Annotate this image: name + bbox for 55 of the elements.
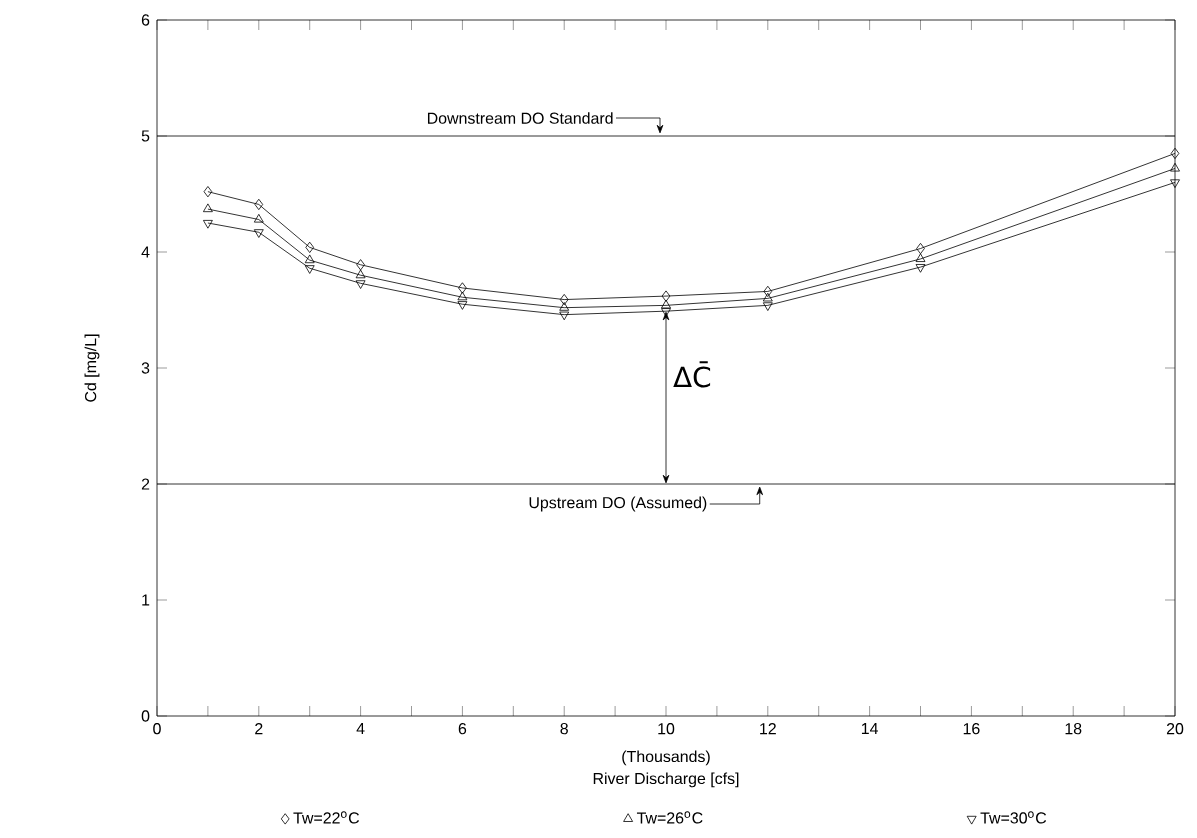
x-tick-label: 14 bbox=[861, 723, 879, 735]
x-axis-title: River Discharge [cfs] bbox=[593, 772, 739, 788]
point bbox=[1170, 162, 1180, 172]
point bbox=[915, 253, 926, 262]
point bbox=[559, 311, 570, 321]
x-tick-label: 16 bbox=[963, 723, 980, 735]
y-tick-label: 4 bbox=[141, 246, 150, 258]
legend-label: Tw=30$^{o}$C bbox=[980, 811, 1047, 824]
x-tick-label: 0 bbox=[153, 723, 161, 735]
point bbox=[661, 299, 671, 309]
point bbox=[355, 280, 366, 289]
legend-label: Tw=22$^{o}$C bbox=[293, 811, 360, 824]
point bbox=[254, 198, 264, 211]
x-tick-label: 18 bbox=[1065, 723, 1082, 735]
x-tick-label: 12 bbox=[760, 723, 776, 735]
point bbox=[661, 290, 671, 302]
point bbox=[457, 291, 468, 301]
y-tick-label: 5 bbox=[141, 130, 150, 142]
ref-line-label: Upstream DO (Assumed) bbox=[529, 496, 707, 512]
point bbox=[203, 220, 213, 229]
point bbox=[1170, 147, 1180, 159]
point bbox=[304, 254, 315, 264]
point bbox=[356, 259, 365, 271]
legend-label: Tw=26$^{o}$C bbox=[636, 811, 703, 824]
point bbox=[559, 302, 570, 311]
point bbox=[915, 264, 926, 273]
point bbox=[203, 186, 213, 198]
x-tick-label: 20 bbox=[1166, 723, 1184, 735]
ref-line-label: Downstream DO Standard bbox=[427, 112, 613, 124]
point bbox=[559, 293, 569, 306]
y-tick-label: 0 bbox=[141, 710, 150, 722]
point bbox=[304, 265, 315, 274]
point bbox=[253, 213, 264, 223]
x-tick-label: 6 bbox=[458, 723, 467, 735]
annotation: ΔC̄ bbox=[673, 361, 711, 388]
point bbox=[762, 292, 773, 302]
point bbox=[253, 229, 264, 238]
point bbox=[203, 203, 213, 213]
x-tick-label: 4 bbox=[356, 723, 365, 735]
x-tick-label: 8 bbox=[560, 723, 568, 735]
y-axis-title: Cd [mg/L] bbox=[84, 334, 100, 402]
point bbox=[1170, 179, 1180, 188]
y-tick-label: 6 bbox=[141, 14, 150, 26]
x-tick-label: 2 bbox=[255, 723, 263, 735]
y-tick-label: 2 bbox=[141, 478, 150, 490]
y-tick-label: 3 bbox=[141, 362, 150, 374]
point bbox=[305, 241, 314, 253]
text: (Thousands) bbox=[622, 750, 710, 766]
point bbox=[762, 302, 773, 311]
point bbox=[458, 282, 467, 294]
y-tick-label: 1 bbox=[142, 594, 150, 606]
point bbox=[763, 285, 773, 298]
x-tick-label: 10 bbox=[658, 723, 675, 735]
point bbox=[457, 301, 468, 310]
point bbox=[355, 269, 366, 279]
